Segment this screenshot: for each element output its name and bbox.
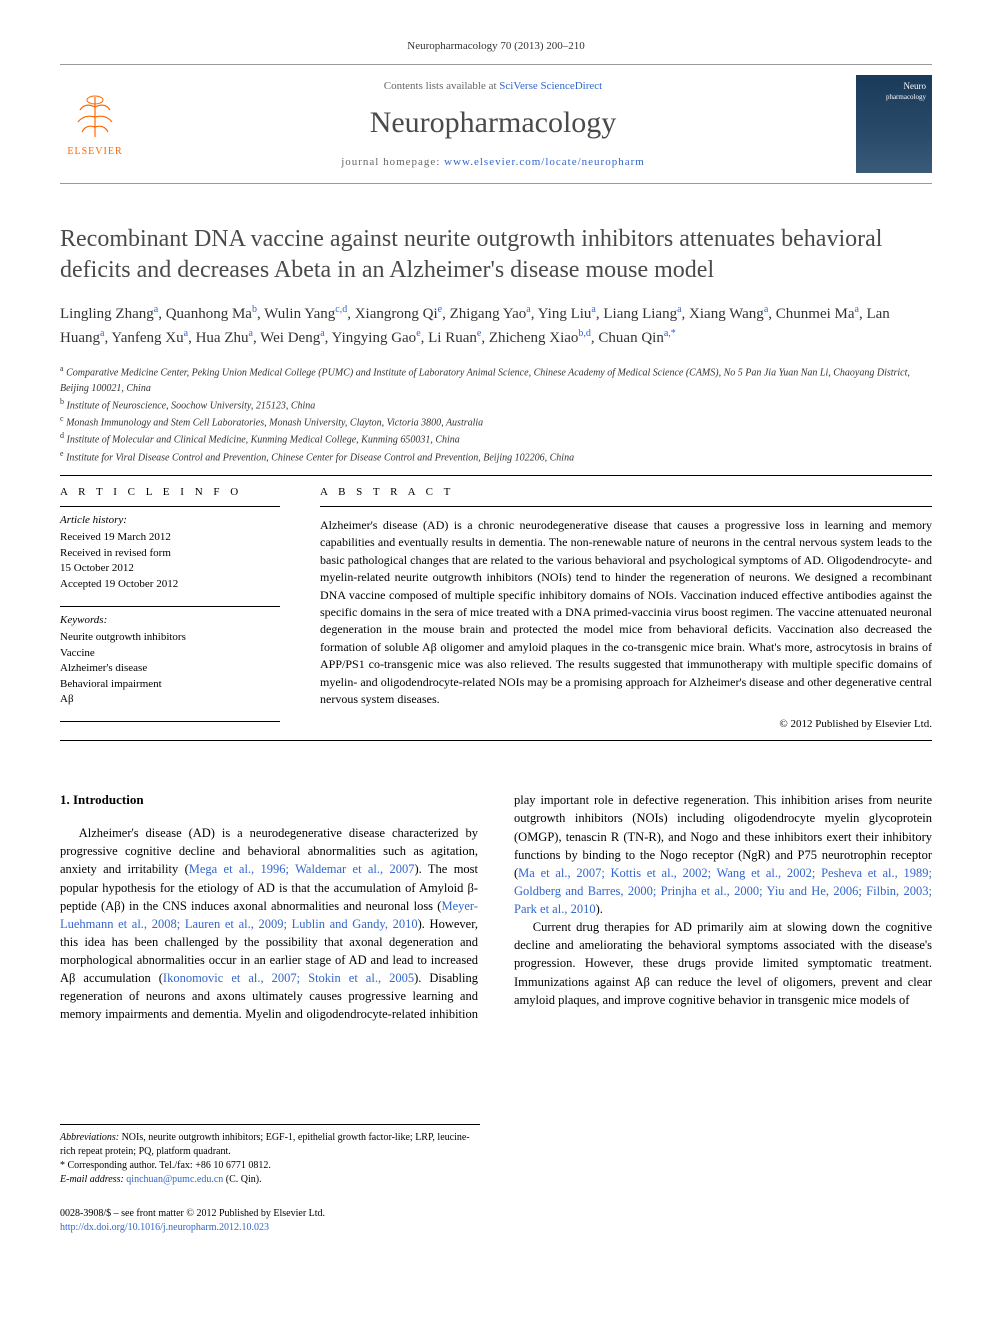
page-root: Neuropharmacology 70 (2013) 200–210 ELSE… — [0, 0, 992, 1275]
email-link[interactable]: qinchuan@pumc.edu.cn — [126, 1174, 223, 1185]
homepage-prefix: journal homepage: — [341, 156, 444, 168]
keyword: Alzheimer's disease — [60, 661, 280, 676]
journal-homepage: journal homepage: www.elsevier.com/locat… — [150, 156, 836, 168]
history-label: Article history: — [60, 513, 280, 528]
homepage-link[interactable]: www.elsevier.com/locate/neuropharm — [444, 156, 645, 168]
keyword: Neurite outgrowth inhibitors — [60, 630, 280, 645]
tree-icon — [70, 92, 120, 142]
abstract-text: Alzheimer's disease (AD) is a chronic ne… — [320, 517, 932, 708]
abstract: A B S T R A C T Alzheimer's disease (AD)… — [320, 486, 932, 730]
keywords-label: Keywords: — [60, 613, 280, 628]
issn-line: 0028-3908/$ – see front matter © 2012 Pu… — [60, 1207, 932, 1221]
contents-available: Contents lists available at SciVerse Sci… — [150, 80, 836, 92]
footer-meta: 0028-3908/$ – see front matter © 2012 Pu… — [60, 1207, 932, 1235]
cover-title: Neuropharmacology — [886, 81, 926, 101]
email-line: E-mail address: qinchuan@pumc.edu.cn (C.… — [60, 1173, 480, 1187]
elsevier-label: ELSEVIER — [67, 146, 122, 157]
journal-name: Neuropharmacology — [150, 106, 836, 140]
affiliation-line: b Institute of Neuroscience, Soochow Uni… — [60, 396, 932, 413]
keyword: Behavioral impairment — [60, 677, 280, 692]
affiliation-line: d Institute of Molecular and Clinical Me… — [60, 430, 932, 447]
affiliations: a Comparative Medicine Center, Peking Un… — [60, 363, 932, 465]
affiliation-line: e Institute for Viral Disease Control an… — [60, 448, 932, 465]
sciencedirect-link[interactable]: SciVerse ScienceDirect — [499, 80, 602, 92]
affiliation-line: c Monash Immunology and Stem Cell Labora… — [60, 413, 932, 430]
citation-link[interactable]: Ikonomovic et al., 2007; Stokin et al., … — [163, 971, 414, 985]
body-paragraph: Current drug therapies for AD primarily … — [514, 918, 932, 1009]
title-block: Recombinant DNA vaccine against neurite … — [60, 224, 932, 465]
citation-header: Neuropharmacology 70 (2013) 200–210 — [60, 40, 932, 52]
history-line: Received 19 March 2012 — [60, 530, 280, 545]
history-line: Received in revised form — [60, 546, 280, 561]
info-abstract-row: A R T I C L E I N F O Article history: R… — [60, 486, 932, 730]
citation-link[interactable]: Mega et al., 1996; Waldemar et al., 2007 — [189, 862, 415, 876]
history-line: Accepted 19 October 2012 — [60, 577, 280, 592]
corresponding-author: * Corresponding author. Tel./fax: +86 10… — [60, 1159, 480, 1173]
masthead: ELSEVIER Contents lists available at Sci… — [60, 64, 932, 184]
contents-prefix: Contents lists available at — [384, 80, 499, 92]
history-line: 15 October 2012 — [60, 561, 280, 576]
body-section: 1. Introduction Alzheimer's disease (AD)… — [60, 791, 932, 1234]
journal-cover-thumb: Neuropharmacology — [856, 75, 932, 173]
body-columns: 1. Introduction Alzheimer's disease (AD)… — [60, 791, 932, 1023]
keywords-block: Keywords: Neurite outgrowth inhibitorsVa… — [60, 613, 280, 707]
abstract-copyright: © 2012 Published by Elsevier Ltd. — [320, 718, 932, 730]
elsevier-logo: ELSEVIER — [60, 84, 130, 164]
rule — [60, 475, 932, 476]
article-info: A R T I C L E I N F O Article history: R… — [60, 486, 280, 730]
affiliation-line: a Comparative Medicine Center, Peking Un… — [60, 363, 932, 395]
doi-link[interactable]: http://dx.doi.org/10.1016/j.neuropharm.2… — [60, 1222, 269, 1233]
citation-link[interactable]: Ma et al., 2007; Kottis et al., 2002; Wa… — [514, 866, 932, 916]
article-info-heading: A R T I C L E I N F O — [60, 486, 280, 498]
footnotes: Abbreviations: NOIs, neurite outgrowth i… — [60, 1124, 480, 1187]
section-heading: 1. Introduction — [60, 791, 478, 810]
article-title: Recombinant DNA vaccine against neurite … — [60, 224, 932, 286]
rule — [60, 740, 932, 741]
abstract-heading: A B S T R A C T — [320, 486, 932, 498]
masthead-center: Contents lists available at SciVerse Sci… — [150, 80, 836, 168]
author-list: Lingling Zhanga, Quanhong Mab, Wulin Yan… — [60, 302, 932, 349]
abbreviations: Abbreviations: NOIs, neurite outgrowth i… — [60, 1131, 480, 1159]
keyword: Vaccine — [60, 646, 280, 661]
article-history: Article history: Received 19 March 2012R… — [60, 513, 280, 592]
keyword: Aβ — [60, 692, 280, 707]
